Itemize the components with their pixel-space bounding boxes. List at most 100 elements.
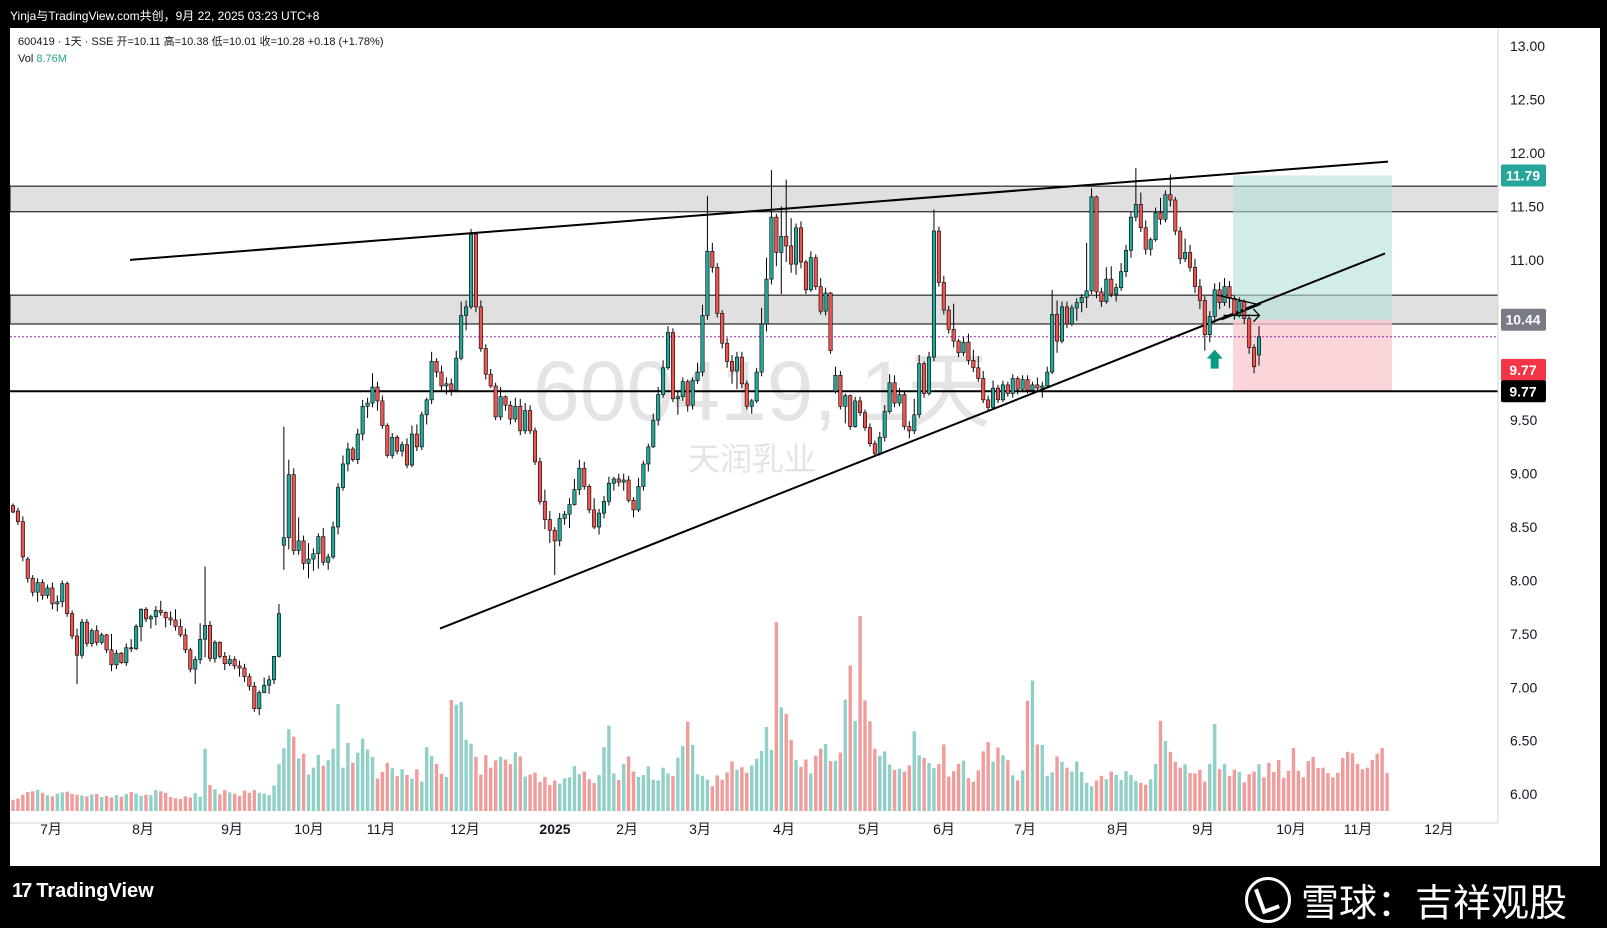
name-watermark: 天润乳业: [688, 441, 816, 477]
volume-bar: [1020, 770, 1025, 811]
volume-bar: [1306, 761, 1310, 811]
candle: [10, 505, 16, 513]
candle: [158, 610, 163, 613]
candle: [616, 478, 621, 483]
price-chart[interactable]: 600419, 1天天润乳业13.0012.5012.0011.5011.001…: [10, 28, 1600, 866]
volume-bar: [242, 790, 247, 811]
volume-bar: [1050, 772, 1054, 811]
candle: [79, 621, 84, 656]
volume-bar: [1286, 770, 1291, 811]
volume-bar: [892, 769, 897, 811]
candle: [40, 582, 45, 596]
volume-bar: [1055, 756, 1059, 811]
candle: [523, 410, 528, 432]
candle: [35, 582, 40, 593]
volume-bar: [410, 778, 414, 811]
time-tick: 10月: [294, 821, 324, 837]
candle: [646, 446, 651, 465]
volume-bar: [429, 756, 434, 811]
candle: [385, 425, 390, 456]
candle: [15, 510, 20, 522]
volume-bar: [922, 757, 926, 811]
volume-bar: [833, 760, 838, 811]
candle: [769, 216, 774, 280]
candle: [360, 405, 365, 435]
price-tick: 8.00: [1510, 572, 1537, 588]
volume-bar: [932, 768, 936, 811]
volume-bar: [1025, 700, 1030, 811]
volume-bar: [1198, 769, 1202, 811]
candle: [995, 387, 1000, 401]
candle: [232, 659, 237, 667]
volume-bar: [1345, 751, 1350, 811]
candle: [858, 400, 863, 413]
volume-bar: [878, 755, 882, 811]
price-label-box-1: [1501, 164, 1546, 187]
tradingview-logo[interactable]: 17 TradingView: [12, 880, 154, 903]
volume-bar: [257, 792, 261, 811]
candle: [991, 387, 996, 408]
candle: [439, 371, 444, 387]
price-label-box-3: [1501, 358, 1546, 381]
price-tick: 11.00: [1510, 252, 1544, 268]
volume-bar: [991, 761, 995, 811]
volume-bar: [794, 759, 798, 811]
volume-bar: [912, 731, 916, 811]
time-tick: 12月: [1424, 821, 1454, 837]
volume-bar: [597, 775, 601, 811]
time-tick: 11月: [367, 821, 396, 837]
volume-bar: [1134, 780, 1138, 811]
candle: [941, 282, 946, 311]
candle: [828, 292, 833, 352]
volume-bar: [1104, 779, 1109, 811]
snowball-watermark: 雪球：吉祥观股: [1244, 872, 1567, 927]
volume-bar: [144, 794, 148, 811]
volume-bar: [1222, 763, 1227, 811]
volume-bar: [1380, 747, 1384, 811]
volume-bar: [676, 757, 680, 811]
candle: [1069, 307, 1074, 325]
volume-bar: [1045, 775, 1049, 811]
candle: [1000, 384, 1005, 401]
candle: [409, 433, 414, 466]
volume-bar: [168, 797, 173, 811]
volume-bar: [883, 751, 887, 811]
candle: [621, 479, 626, 483]
candle: [168, 617, 173, 621]
candle: [193, 659, 198, 670]
candle: [808, 257, 813, 291]
time-tick: 10月: [1276, 821, 1306, 837]
volume-bar: [321, 765, 325, 811]
candle: [1148, 239, 1153, 250]
volume-bar: [163, 792, 168, 811]
volume-bar: [1080, 771, 1084, 811]
candle: [1074, 302, 1079, 309]
candle: [715, 267, 720, 314]
volume-bar: [942, 744, 946, 811]
chart-frame[interactable]: 600419, 1天天润乳业13.0012.5012.0011.5011.001…: [10, 28, 1600, 866]
candle: [316, 536, 321, 555]
volume-bar: [45, 795, 50, 811]
volume-bar: [1291, 747, 1296, 811]
volume-bar: [1075, 761, 1079, 811]
volume-bar: [626, 756, 631, 811]
candle: [818, 286, 823, 312]
volume-bar: [1015, 780, 1020, 811]
volume-bar: [528, 774, 532, 811]
volume-bar: [70, 793, 74, 811]
volume-bar: [218, 794, 222, 811]
candle: [695, 371, 700, 381]
candle: [222, 656, 227, 665]
candle: [1089, 196, 1094, 292]
candle: [1114, 287, 1119, 295]
candle: [237, 665, 242, 669]
volume-bar: [740, 767, 744, 811]
volume-bar: [400, 769, 404, 811]
candle: [1109, 278, 1114, 295]
volume-bar: [577, 774, 582, 811]
candle: [1094, 196, 1099, 293]
volume-bar: [1114, 775, 1118, 811]
candle: [148, 616, 153, 620]
time-tick: 11月: [1344, 821, 1373, 837]
candle: [139, 608, 144, 627]
